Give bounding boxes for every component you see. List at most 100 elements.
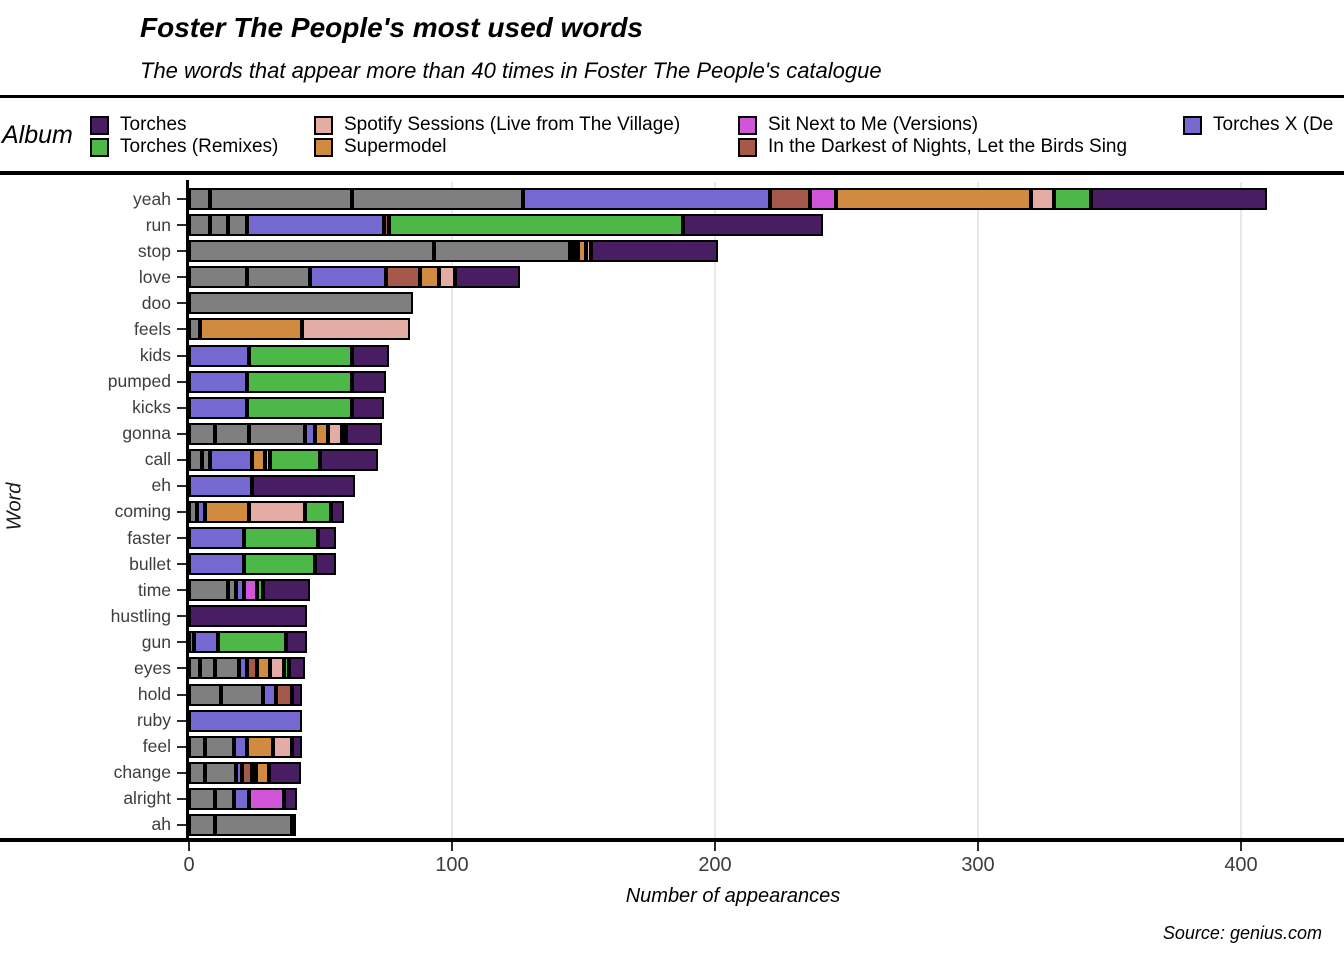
x-tick-mark xyxy=(714,842,716,851)
bar-stop xyxy=(189,240,718,263)
bar-segment-torches xyxy=(345,422,383,445)
x-tick-label: 400 xyxy=(1224,854,1258,876)
y-tick-mark xyxy=(177,276,186,279)
bar-segment-torches xyxy=(352,396,384,419)
bar-segment-torches_x xyxy=(189,709,303,732)
y-tick-label: eh xyxy=(151,475,171,496)
bar-segment-other xyxy=(352,188,523,211)
bar-segment-darkest_nights xyxy=(241,761,253,784)
legend-item-sit_next_to_me: Sit Next to Me (Versions) xyxy=(738,114,978,136)
bar-segment-other xyxy=(215,813,292,836)
y-label-row-hustling: hustling xyxy=(0,603,186,629)
y-tick-label: stop xyxy=(137,240,171,261)
bar-segment-spotify_sessions xyxy=(265,448,271,471)
bar-segment-sit_next_to_me xyxy=(574,240,579,263)
bar-row-eyes xyxy=(189,655,1335,681)
y-tick-label: kids xyxy=(139,345,171,365)
x-tick-mark xyxy=(188,842,190,851)
bar-row-doo xyxy=(189,290,1335,316)
legend-label: Spotify Sessions (Live from The Village) xyxy=(344,114,681,135)
bar-segment-torches_x xyxy=(304,422,316,445)
y-tick-label: hustling xyxy=(110,605,171,626)
bar-segment-torches xyxy=(288,657,305,680)
y-tick-label: yeah xyxy=(133,188,171,209)
bar-pumped xyxy=(189,370,387,393)
bar-segment-other xyxy=(189,683,221,706)
bar-segment-torches_x xyxy=(236,579,245,602)
bar-segment-other xyxy=(189,631,195,654)
bar-bullet xyxy=(189,553,337,576)
bar-segment-torches_x xyxy=(522,188,771,211)
y-tick-mark xyxy=(177,380,186,383)
bar-love xyxy=(189,266,521,289)
bar-run xyxy=(189,214,823,237)
bar-segment-other xyxy=(189,292,413,315)
bar-segment-torches_remixes xyxy=(246,370,353,393)
legend-item-darkest_nights: In the Darkest of Nights, Let the Birds … xyxy=(738,136,1127,158)
y-tick-mark xyxy=(177,302,186,305)
y-tick-label: call xyxy=(144,449,171,470)
bar-gonna xyxy=(189,422,383,445)
bar-segment-supermodel xyxy=(246,735,274,758)
bar-segment-torches_remixes xyxy=(217,631,287,654)
bar-segment-darkest_nights xyxy=(383,214,389,237)
x-tick-label: 300 xyxy=(961,854,995,876)
y-tick-mark xyxy=(177,745,186,748)
bar-row-stop xyxy=(189,238,1335,264)
bar-segment-other xyxy=(215,787,234,810)
x-tick-label: 0 xyxy=(183,854,195,876)
bar-segment-other xyxy=(189,813,216,836)
bar-time xyxy=(189,579,310,602)
bar-segment-darkest_nights xyxy=(770,188,810,211)
bar-row-bullet xyxy=(189,551,1335,577)
bar-segment-torches_x xyxy=(189,474,253,497)
bar-row-love xyxy=(189,264,1335,290)
bar-row-ruby xyxy=(189,708,1335,734)
bar-segment-other xyxy=(189,422,216,445)
bar-segment-other xyxy=(291,813,296,836)
bar-segment-darkest_nights xyxy=(246,657,258,680)
bar-segment-sit_next_to_me xyxy=(809,188,836,211)
bar-segment-other xyxy=(204,761,237,784)
y-tick-mark xyxy=(177,667,186,670)
bar-row-faster xyxy=(189,525,1335,551)
bar-segment-torches_x xyxy=(189,527,245,550)
bar-segment-torches_remixes xyxy=(283,657,289,680)
legend-swatch-darkest_nights xyxy=(738,137,757,157)
x-tick-label: 200 xyxy=(698,854,732,876)
bar-row-feel xyxy=(189,734,1335,760)
y-tick-label: ruby xyxy=(136,710,171,731)
bar-segment-other xyxy=(220,683,263,706)
y-label-row-faster: faster xyxy=(0,525,186,551)
y-tick-mark xyxy=(177,510,186,513)
legend-swatch-torches_remixes xyxy=(90,137,109,157)
bar-segment-torches xyxy=(352,370,387,393)
bar-segment-other xyxy=(189,240,434,263)
y-tick-mark xyxy=(177,693,186,696)
y-label-row-love: love xyxy=(0,264,186,290)
bar-segment-spotify_sessions xyxy=(273,735,292,758)
y-tick-mark xyxy=(177,198,186,201)
bar-segment-spotify_sessions xyxy=(302,318,410,341)
bar-segment-other xyxy=(210,214,229,237)
y-label-row-doo: doo xyxy=(0,290,186,316)
gridline xyxy=(977,182,979,838)
y-label-row-kids: kids xyxy=(0,342,186,368)
bar-segment-torches xyxy=(315,553,337,576)
y-label-row-yeah: yeah xyxy=(0,186,186,212)
bar-segment-supermodel xyxy=(315,422,329,445)
bar-segment-other xyxy=(215,657,239,680)
bar-segment-torches_x xyxy=(189,344,250,367)
y-label-row-pumped: pumped xyxy=(0,369,186,395)
y-tick-label: feel xyxy=(142,736,171,757)
bar-segment-torches xyxy=(317,527,337,550)
legend-item-torches: Torches xyxy=(90,114,187,136)
y-tick-label: kicks xyxy=(132,397,171,418)
y-label-row-hold: hold xyxy=(0,681,186,707)
bar-segment-other xyxy=(189,787,216,810)
bar-segment-other xyxy=(189,500,197,523)
bar-row-pumped xyxy=(189,369,1335,395)
bar-segment-supermodel xyxy=(256,761,270,784)
bar-hustling xyxy=(189,605,308,628)
bar-row-eh xyxy=(189,473,1335,499)
